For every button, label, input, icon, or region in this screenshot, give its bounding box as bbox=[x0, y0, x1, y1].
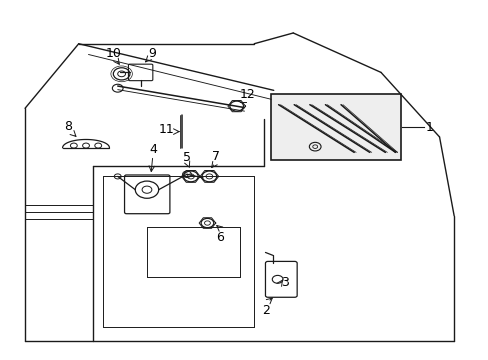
Text: 7: 7 bbox=[211, 150, 219, 163]
Text: 1: 1 bbox=[425, 121, 433, 134]
Text: 9: 9 bbox=[148, 46, 156, 59]
FancyBboxPatch shape bbox=[124, 175, 169, 214]
FancyBboxPatch shape bbox=[128, 64, 153, 81]
Text: 3: 3 bbox=[281, 276, 288, 289]
Text: 4: 4 bbox=[148, 143, 157, 156]
Text: 11: 11 bbox=[158, 123, 174, 136]
Text: 12: 12 bbox=[239, 88, 255, 101]
Text: 8: 8 bbox=[64, 120, 72, 134]
Text: 5: 5 bbox=[183, 151, 191, 164]
Text: 6: 6 bbox=[216, 231, 224, 244]
Text: 10: 10 bbox=[106, 46, 122, 59]
Bar bbox=[271, 94, 400, 160]
Text: 2: 2 bbox=[262, 304, 270, 317]
FancyBboxPatch shape bbox=[265, 261, 297, 297]
